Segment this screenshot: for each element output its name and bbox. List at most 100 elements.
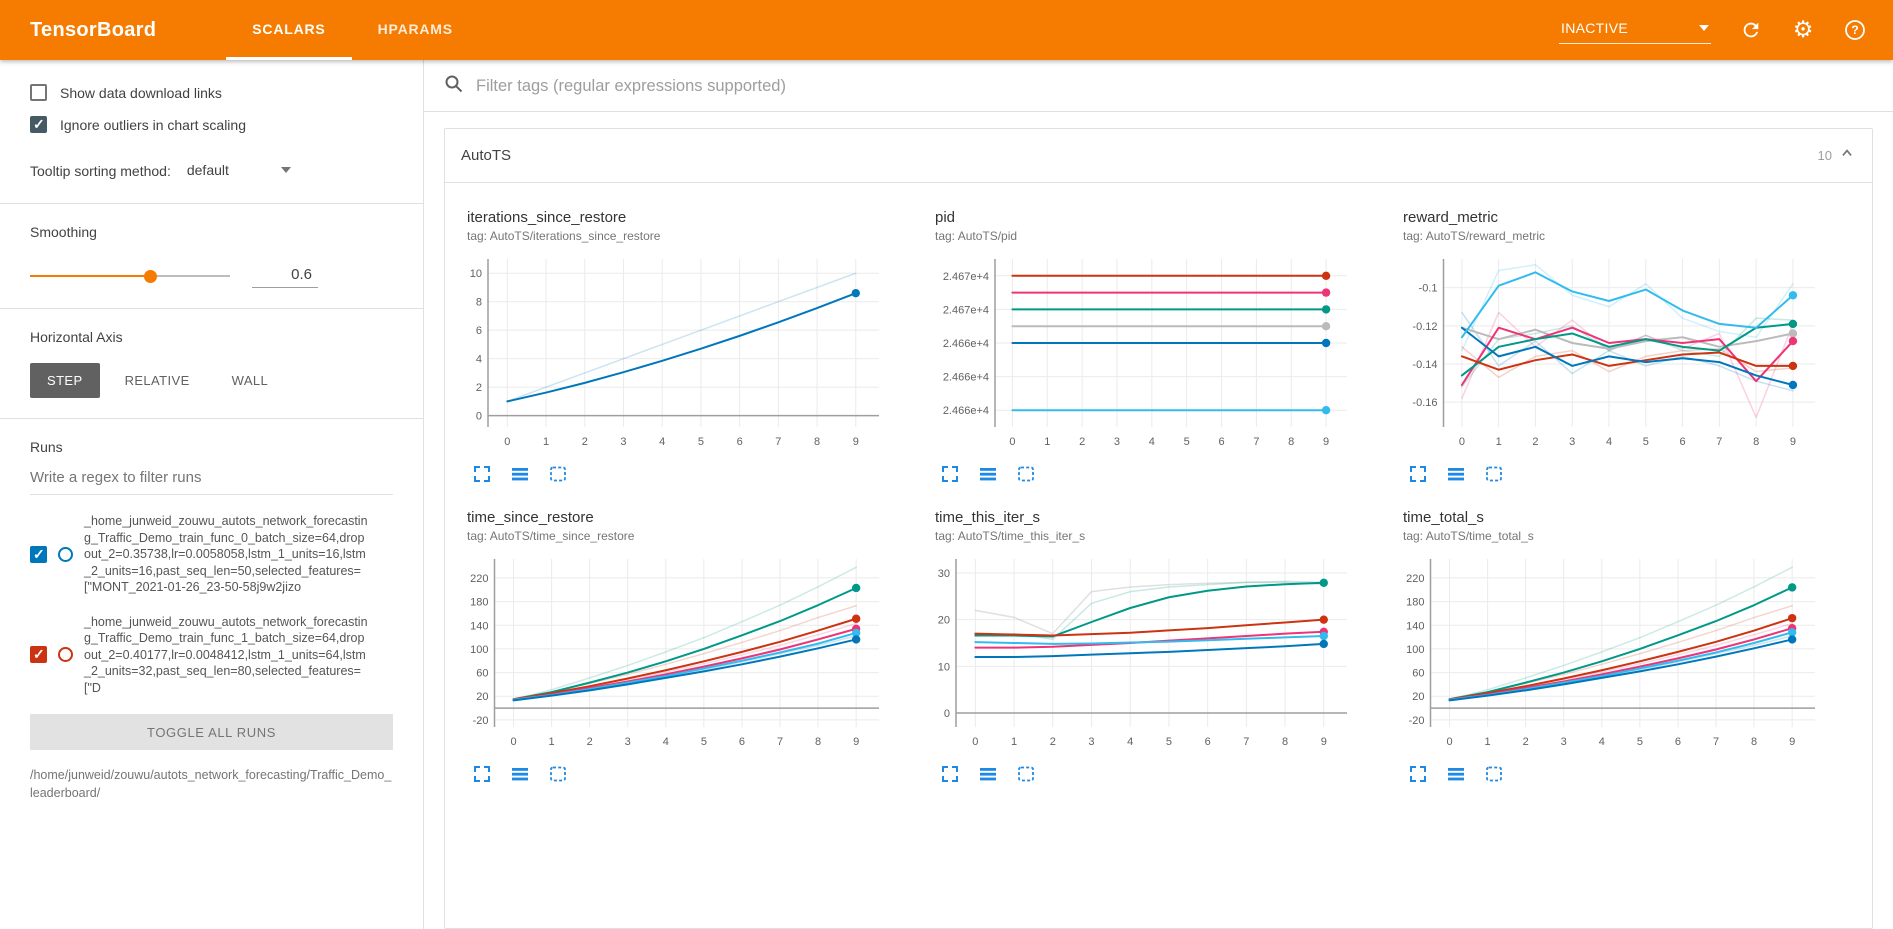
svg-text:5: 5 [701,736,707,748]
svg-text:0: 0 [1446,736,1452,748]
svg-text:0: 0 [1009,436,1015,448]
slider-thumb[interactable] [143,269,157,283]
svg-text:2.466e+4: 2.466e+4 [943,405,989,417]
refresh-icon[interactable] [1739,18,1763,42]
header-tabs: SCALARS HPARAMS [226,0,479,60]
svg-text:9: 9 [853,436,859,448]
expand-chart-icon[interactable] [471,463,493,485]
tag-filter-input[interactable] [476,77,1873,96]
svg-text:1: 1 [1011,736,1017,748]
svg-text:0: 0 [504,436,510,448]
tooltip-sorting-value: default [186,162,229,178]
axis-relative-button[interactable]: RELATIVE [124,373,190,388]
checkbox-checked[interactable] [30,116,47,133]
svg-text:4: 4 [1599,736,1605,748]
chart-plot[interactable]: 0 1 2 3 4 5 6 7 8 9 0 2 4 6 8 10 [461,249,893,457]
chart-toolbar [939,763,1377,785]
svg-text:4: 4 [663,736,669,748]
run-radio[interactable] [58,546,73,562]
svg-text:4: 4 [1127,736,1133,748]
svg-text:3: 3 [1114,436,1120,448]
tooltip-sorting-dropdown[interactable]: default [185,159,293,183]
runs-table-icon[interactable] [509,763,531,785]
tab-hparams[interactable]: HPARAMS [377,20,453,37]
chart-title: reward_metric [1403,209,1499,226]
show-download-links-checkbox-row[interactable]: Show data download links [30,84,393,101]
smoothing-label: Smoothing [30,224,97,240]
tab-scalars[interactable]: SCALARS [226,0,352,60]
expand-chart-icon[interactable] [939,763,961,785]
svg-text:2.466e+4: 2.466e+4 [943,338,989,350]
card-collapse-control[interactable]: 10 [1818,144,1856,167]
fit-domain-icon[interactable] [1483,463,1505,485]
svg-text:8: 8 [1753,436,1759,448]
expand-chart-icon[interactable] [471,763,493,785]
svg-text:60: 60 [1412,668,1424,680]
runs-table-icon[interactable] [977,763,999,785]
smoothing-slider[interactable] [30,269,230,283]
runs-table-icon[interactable] [509,463,531,485]
app-title: TensorBoard [30,18,157,41]
chart-plot[interactable]: 0 1 2 3 4 5 6 7 8 9 30 20 10 0 [929,549,1361,757]
ignore-outliers-checkbox-row[interactable]: Ignore outliers in chart scaling [30,116,393,133]
run-checkbox[interactable] [30,646,47,664]
smoothing-value[interactable]: 0.6 [252,264,318,288]
svg-text:-20: -20 [1409,715,1425,727]
svg-text:1: 1 [1485,736,1491,748]
run-list-item: _home_junweid_zouwu_autots_network_forec… [30,513,393,596]
svg-text:3: 3 [1561,736,1567,748]
svg-text:6: 6 [1218,436,1224,448]
expand-chart-icon[interactable] [1407,463,1429,485]
divider [0,308,423,309]
chart-plot[interactable]: 0 1 2 3 4 5 6 7 8 9 2.467e+4 2.467e+4 2.466e+4 2.466e… [929,249,1361,457]
runs-table-icon[interactable] [1445,763,1467,785]
fit-domain-icon[interactable] [547,763,569,785]
runs-table-icon[interactable] [1445,463,1467,485]
svg-text:4: 4 [659,436,665,448]
svg-text:-0.12: -0.12 [1412,321,1437,333]
data-status-dropdown[interactable]: INACTIVE [1559,16,1711,44]
run-radio[interactable] [58,647,73,663]
svg-text:20: 20 [1412,691,1424,703]
checkbox-unchecked[interactable] [30,84,47,101]
expand-chart-icon[interactable] [939,463,961,485]
help-icon[interactable]: ? [1843,18,1867,42]
toggle-all-runs-button[interactable]: TOGGLE ALL RUNS [30,714,393,750]
runs-table-icon[interactable] [977,463,999,485]
settings-sidebar: Show data download links Ignore outliers… [0,60,424,929]
run-list-item: _home_junweid_zouwu_autots_network_forec… [30,614,393,697]
chart-plot[interactable]: 0 1 2 3 4 5 6 7 8 9 220 180 140 100 60 20 -20 [461,549,893,757]
fit-domain-icon[interactable] [1015,763,1037,785]
fit-domain-icon[interactable] [1483,763,1505,785]
expand-chart-icon[interactable] [1407,763,1429,785]
chart-plot[interactable]: 0 1 2 3 4 5 6 7 8 9 -0.1 -0.12 -0.14 -0.16 [1397,249,1829,457]
run-name: _home_junweid_zouwu_autots_network_forec… [84,514,368,594]
svg-text:7: 7 [1243,736,1249,748]
fit-domain-icon[interactable] [1015,463,1037,485]
axis-step-button[interactable]: STEP [30,363,100,398]
chart-card: reward_metric tag: AutoTS/reward_metric … [1393,199,1845,493]
chart-plot[interactable]: 0 1 2 3 4 5 6 7 8 9 220 180 140 100 60 20 -20 [1397,549,1829,757]
autots-card-header[interactable]: AutoTS 10 [445,129,1872,183]
svg-text:1: 1 [1044,436,1050,448]
fit-domain-icon[interactable] [547,463,569,485]
chart-toolbar [471,463,909,485]
smoothing-control: 0.6 [30,264,393,288]
svg-text:60: 60 [476,668,488,680]
run-checkbox[interactable] [30,545,47,563]
axis-wall-button[interactable]: WALL [231,373,269,388]
divider [0,418,423,419]
runs-filter-input[interactable] [30,459,393,495]
chart-toolbar [471,763,909,785]
svg-text:180: 180 [470,597,488,609]
svg-text:0: 0 [510,736,516,748]
horizontal-axis-label: Horizontal Axis [30,329,123,345]
svg-text:2: 2 [476,382,482,394]
svg-text:2: 2 [1079,436,1085,448]
svg-text:0: 0 [476,411,482,423]
app-header: TensorBoard SCALARS HPARAMS INACTIVE ⚙ ? [0,0,1893,60]
chart-title: time_this_iter_s [935,509,1041,526]
svg-text:8: 8 [1288,436,1294,448]
settings-gear-icon[interactable]: ⚙ [1792,16,1814,43]
data-status-value: INACTIVE [1561,20,1628,36]
